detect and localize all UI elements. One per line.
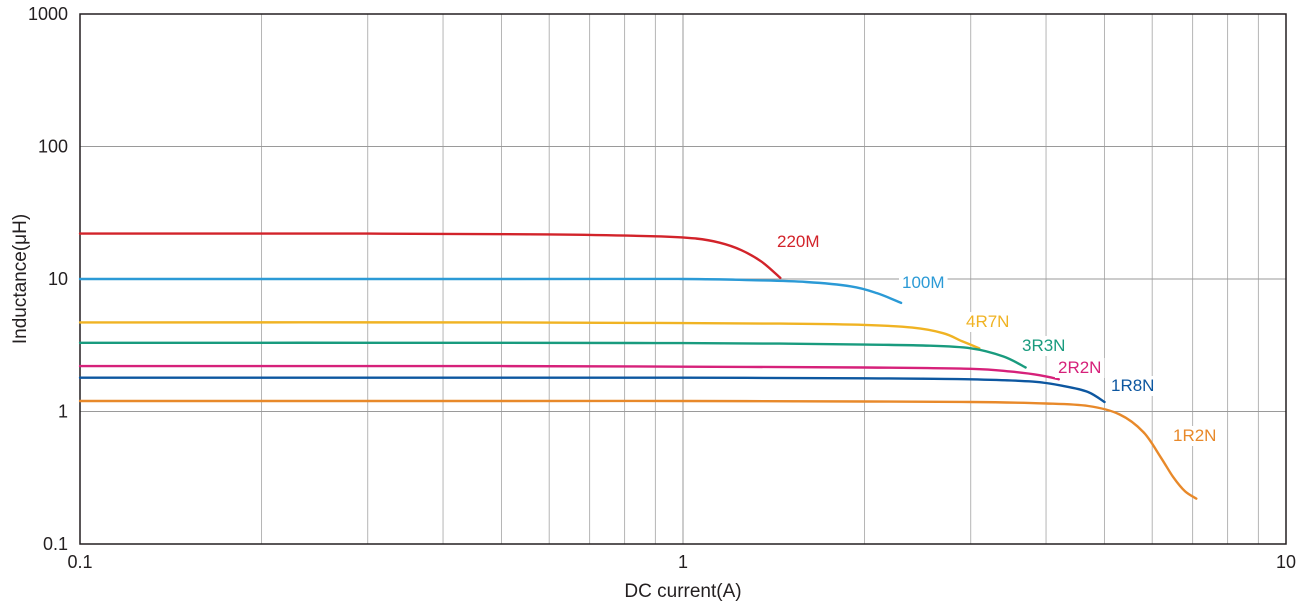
series-label-background [963,312,1013,332]
series-line-220m [78,232,782,280]
series-label-4r7n: 4R7N [966,312,1009,331]
series-label-100m: 100M [902,273,945,292]
series-label-1r2n: 1R2N [1173,426,1216,445]
y-tick-label: 1000 [28,4,68,24]
y-tick-label: 1 [58,402,68,422]
x-axis-title: DC current(A) [624,581,741,602]
series-line-100m [78,277,903,305]
series-label-background [899,273,948,293]
series-line-4r7n [78,321,981,350]
series-label-220m: 220M [777,232,820,251]
series-label-background [1170,426,1220,446]
tick-labels: 0.1 1 10 0.1 1 10 100 1000 [28,4,1296,572]
series-line-1r8n [78,376,1106,404]
series-line-3r3n [78,341,1027,369]
y-axis-title: Inductance(μH) [10,214,31,344]
y-tick-label: 10 [48,269,68,289]
y-tick-label: 100 [38,137,68,157]
x-tick-label: 0.1 [67,552,92,572]
series-label-background [1055,358,1105,378]
y-tick-label: 0.1 [43,534,68,554]
series-label-background [774,232,823,252]
series-label-background [1108,376,1158,396]
series-labels: 220M 100M 4R7N 3R3N 2R2N 1R8N 1R2N [774,232,1220,446]
series-label-1r8n: 1R8N [1111,376,1154,395]
series-line-1r2n [78,399,1198,500]
series-label-3r3n: 3R3N [1022,336,1065,355]
x-tick-label: 1 [678,552,688,572]
series-label-background [1019,336,1069,356]
series-line-2r2n [78,364,1060,381]
series-curves [78,232,1198,500]
x-tick-label: 10 [1276,552,1296,572]
series-label-2r2n: 2R2N [1058,358,1101,377]
